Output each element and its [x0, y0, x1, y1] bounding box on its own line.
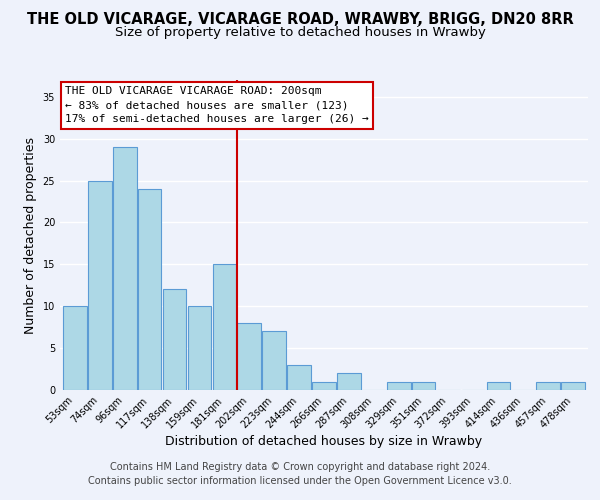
Y-axis label: Number of detached properties: Number of detached properties [24, 136, 37, 334]
Bar [561, 382, 585, 390]
Text: Contains public sector information licensed under the Open Government Licence v3: Contains public sector information licen… [88, 476, 512, 486]
Bar [262, 332, 286, 390]
Text: THE OLD VICARAGE, VICARAGE ROAD, WRAWBY, BRIGG, DN20 8RR: THE OLD VICARAGE, VICARAGE ROAD, WRAWBY,… [26, 12, 574, 28]
Bar [337, 373, 361, 390]
Bar [536, 382, 560, 390]
Bar [487, 382, 510, 390]
Bar [287, 365, 311, 390]
Text: Size of property relative to detached houses in Wrawby: Size of property relative to detached ho… [115, 26, 485, 39]
Bar [163, 290, 187, 390]
Bar [238, 323, 261, 390]
Bar [138, 189, 161, 390]
X-axis label: Distribution of detached houses by size in Wrawby: Distribution of detached houses by size … [166, 436, 482, 448]
Bar [113, 147, 137, 390]
Bar [212, 264, 236, 390]
Bar [387, 382, 410, 390]
Bar [88, 180, 112, 390]
Bar [63, 306, 87, 390]
Bar [188, 306, 211, 390]
Text: Contains HM Land Registry data © Crown copyright and database right 2024.: Contains HM Land Registry data © Crown c… [110, 462, 490, 472]
Text: THE OLD VICARAGE VICARAGE ROAD: 200sqm
← 83% of detached houses are smaller (123: THE OLD VICARAGE VICARAGE ROAD: 200sqm ←… [65, 86, 369, 124]
Bar [412, 382, 436, 390]
Bar [312, 382, 336, 390]
